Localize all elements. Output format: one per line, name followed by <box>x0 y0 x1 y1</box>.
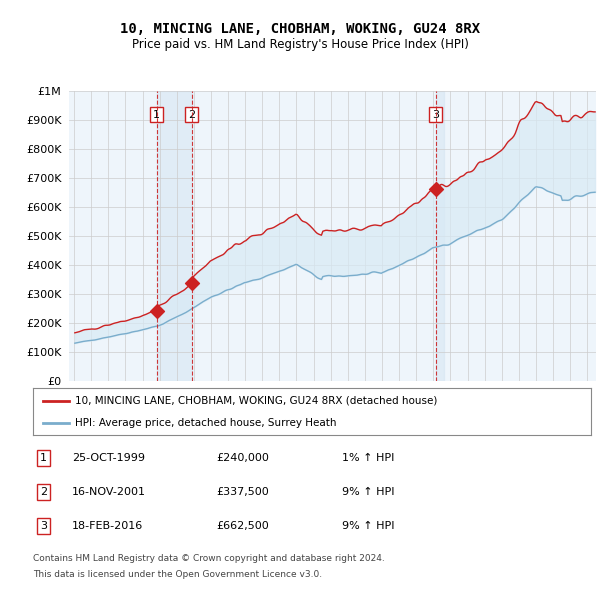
Text: £662,500: £662,500 <box>216 522 269 531</box>
Text: HPI: Average price, detached house, Surrey Heath: HPI: Average price, detached house, Surr… <box>75 418 337 428</box>
Text: 1% ↑ HPI: 1% ↑ HPI <box>342 453 394 463</box>
Text: 10, MINCING LANE, CHOBHAM, WOKING, GU24 8RX (detached house): 10, MINCING LANE, CHOBHAM, WOKING, GU24 … <box>75 396 437 406</box>
Text: This data is licensed under the Open Government Licence v3.0.: This data is licensed under the Open Gov… <box>33 570 322 579</box>
Text: 18-FEB-2016: 18-FEB-2016 <box>72 522 143 531</box>
Text: 9% ↑ HPI: 9% ↑ HPI <box>342 487 395 497</box>
Bar <box>436 91 444 381</box>
Text: 2: 2 <box>188 110 196 120</box>
Text: 3: 3 <box>40 522 47 531</box>
Text: 1: 1 <box>153 110 160 120</box>
Point <box>431 184 440 194</box>
Text: 10, MINCING LANE, CHOBHAM, WOKING, GU24 8RX: 10, MINCING LANE, CHOBHAM, WOKING, GU24 … <box>120 22 480 37</box>
Text: 1: 1 <box>40 453 47 463</box>
Point <box>152 306 161 316</box>
Text: £337,500: £337,500 <box>216 487 269 497</box>
Text: Price paid vs. HM Land Registry's House Price Index (HPI): Price paid vs. HM Land Registry's House … <box>131 38 469 51</box>
Text: 9% ↑ HPI: 9% ↑ HPI <box>342 522 395 531</box>
Text: 25-OCT-1999: 25-OCT-1999 <box>72 453 145 463</box>
Bar <box>157 91 192 381</box>
Text: 2: 2 <box>40 487 47 497</box>
Text: 3: 3 <box>432 110 439 120</box>
Point <box>187 278 197 288</box>
Text: £240,000: £240,000 <box>216 453 269 463</box>
Text: Contains HM Land Registry data © Crown copyright and database right 2024.: Contains HM Land Registry data © Crown c… <box>33 553 385 563</box>
Text: 16-NOV-2001: 16-NOV-2001 <box>72 487 146 497</box>
